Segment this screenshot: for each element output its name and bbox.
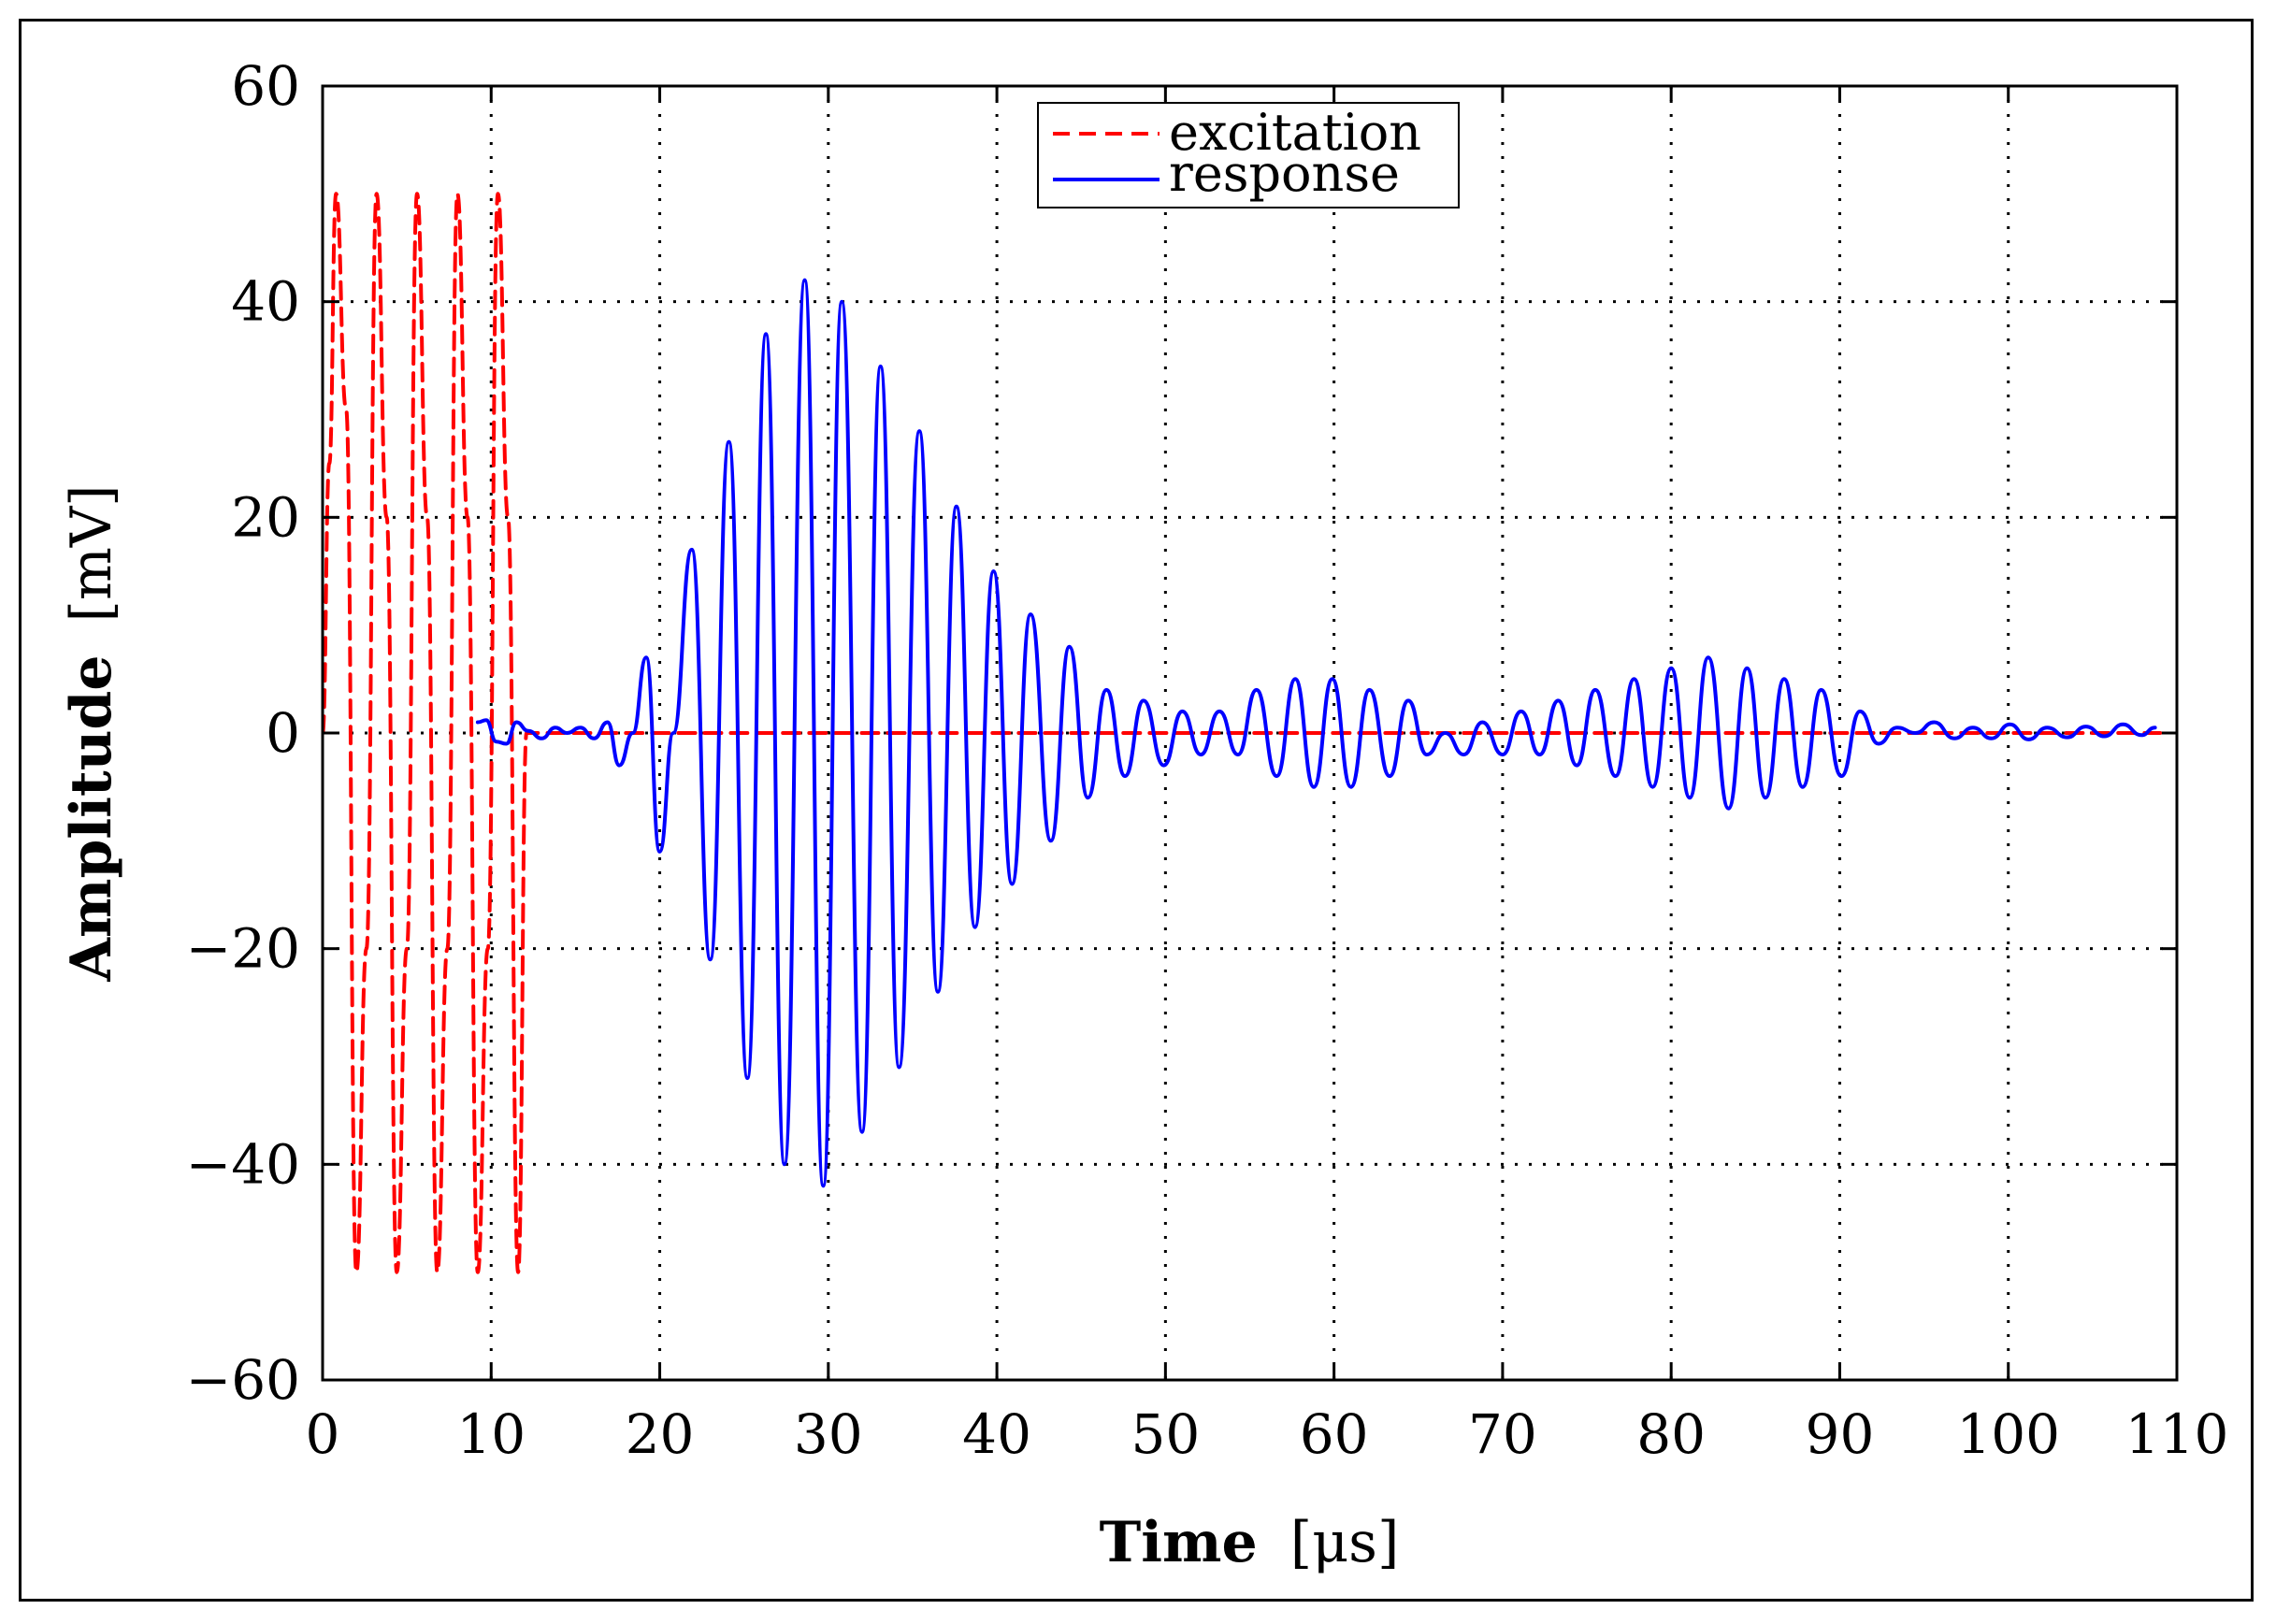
y-tick-label: −20 (186, 917, 300, 981)
x-tick-label: 70 (1468, 1402, 1537, 1466)
x-tick-label: 90 (1806, 1402, 1875, 1466)
legend: excitation response (1037, 102, 1460, 208)
y-tick-label: 0 (266, 701, 300, 765)
x-tick-label: 40 (962, 1402, 1031, 1466)
tick-labels: 0 10 20 30 40 50 60 70 80 90 100 110 −60 −40 −20 0 20 40 6… (186, 54, 2229, 1466)
y-tick-label: −60 (186, 1348, 300, 1412)
x-tick-label: 100 (1956, 1402, 2060, 1466)
y-axis-label-unit: [mV] (59, 484, 124, 622)
series-group (323, 192, 2162, 1274)
y-tick-label: 40 (231, 270, 300, 334)
x-axis-label-main: Time (1100, 1510, 1258, 1575)
figure-frame (19, 19, 2254, 1602)
x-tick-label: 80 (1636, 1402, 1706, 1466)
legend-label-excitation: excitation (1169, 103, 1421, 162)
x-axis-label-unit: [μs] (1290, 1510, 1400, 1575)
y-tick-label: −40 (186, 1132, 300, 1196)
legend-box (1037, 102, 1460, 208)
x-tick-label: 0 (306, 1402, 340, 1466)
series-line-excitation (323, 192, 2162, 1274)
y-axis-label-main: Amplitude (59, 655, 124, 983)
x-tick-label: 20 (626, 1402, 695, 1466)
x-tick-label: 10 (456, 1402, 526, 1466)
legend-label-response: response (1169, 144, 1400, 203)
ticks (321, 84, 2179, 1382)
y-tick-label: 60 (231, 54, 300, 118)
x-axis-label: Time [μs] (1100, 1510, 1400, 1575)
y-tick-label: 20 (231, 485, 300, 549)
x-tick-label: 60 (1300, 1402, 1369, 1466)
x-tick-label: 110 (2125, 1402, 2229, 1466)
y-axis-label: Amplitude [mV] (59, 484, 124, 982)
x-tick-label: 30 (794, 1402, 863, 1466)
series-line-response (475, 278, 2157, 1188)
x-tick-label: 50 (1131, 1402, 1200, 1466)
